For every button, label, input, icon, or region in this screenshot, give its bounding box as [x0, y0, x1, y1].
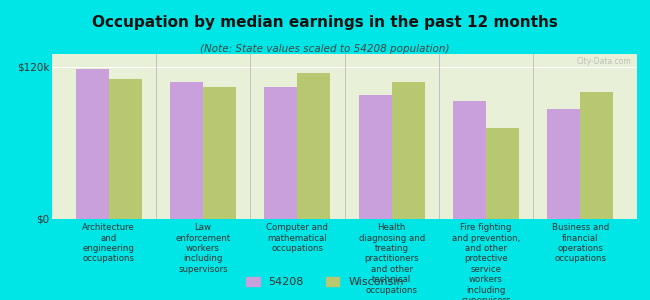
Bar: [392, 82, 424, 219]
Bar: [547, 109, 580, 219]
Bar: [109, 80, 142, 219]
Text: (Note: State values scaled to 54208 population): (Note: State values scaled to 54208 popu…: [200, 44, 450, 53]
Bar: [203, 87, 236, 219]
Bar: [75, 69, 109, 219]
Bar: [170, 82, 203, 219]
Bar: [580, 92, 614, 219]
Bar: [265, 87, 297, 219]
Bar: [453, 101, 486, 219]
Bar: [359, 94, 392, 219]
Bar: [297, 73, 330, 219]
Legend: 54208, Wisconsin: 54208, Wisconsin: [242, 272, 408, 291]
Text: Occupation by median earnings in the past 12 months: Occupation by median earnings in the pas…: [92, 15, 558, 30]
Bar: [486, 128, 519, 219]
Text: City-Data.com: City-Data.com: [577, 57, 631, 66]
